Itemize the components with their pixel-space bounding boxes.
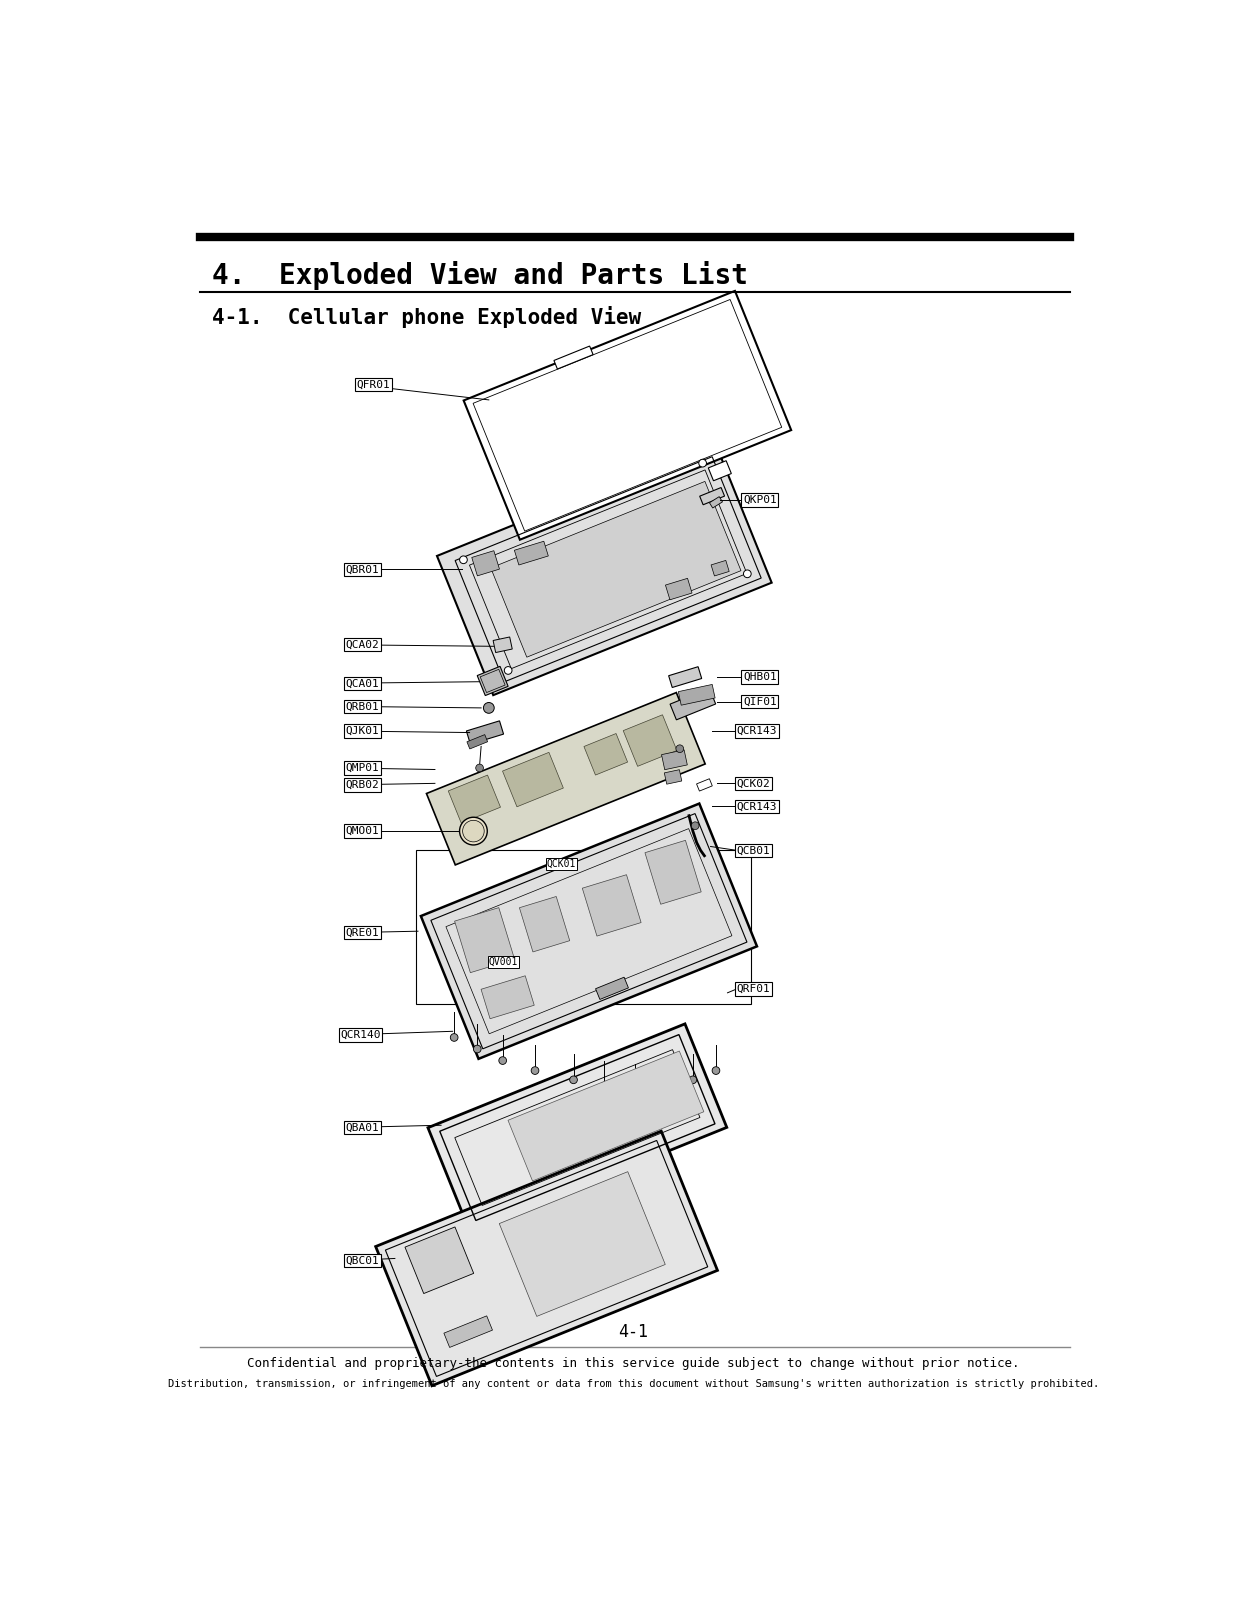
Text: QRB02: QRB02	[345, 779, 380, 790]
Circle shape	[662, 1082, 669, 1090]
Polygon shape	[466, 722, 503, 744]
Circle shape	[499, 1056, 506, 1064]
Polygon shape	[477, 666, 508, 696]
Circle shape	[570, 1075, 578, 1083]
Polygon shape	[500, 1171, 666, 1317]
Polygon shape	[520, 896, 570, 952]
Polygon shape	[376, 1131, 717, 1386]
Text: Confidential and proprietary-the contents in this service guide subject to chang: Confidential and proprietary-the content…	[247, 1357, 1019, 1371]
Text: QRB01: QRB01	[345, 701, 380, 712]
Polygon shape	[494, 637, 512, 653]
Text: 4-1.  Cellular phone Exploded View: 4-1. Cellular phone Exploded View	[212, 306, 641, 328]
Polygon shape	[464, 291, 792, 539]
Polygon shape	[444, 1315, 492, 1347]
Circle shape	[531, 1067, 539, 1075]
Circle shape	[450, 1034, 458, 1042]
Polygon shape	[696, 779, 713, 790]
Polygon shape	[427, 693, 705, 866]
Polygon shape	[471, 550, 500, 576]
Polygon shape	[666, 578, 691, 600]
Circle shape	[460, 818, 487, 845]
Circle shape	[463, 821, 484, 842]
Text: 4-1: 4-1	[618, 1323, 648, 1341]
Polygon shape	[700, 488, 725, 504]
Text: 4.  Exploded View and Parts List: 4. Exploded View and Parts List	[212, 261, 747, 290]
Text: QV001: QV001	[489, 957, 518, 966]
Text: QMO01: QMO01	[345, 826, 380, 837]
Text: QBR01: QBR01	[345, 565, 380, 574]
Text: QHB01: QHB01	[743, 672, 777, 682]
Circle shape	[691, 822, 699, 829]
Polygon shape	[502, 752, 563, 806]
Polygon shape	[481, 976, 534, 1019]
Circle shape	[689, 1075, 696, 1083]
Text: QCR140: QCR140	[340, 1030, 381, 1040]
Polygon shape	[491, 482, 741, 658]
Circle shape	[484, 702, 495, 714]
Polygon shape	[466, 734, 487, 749]
Polygon shape	[669, 667, 701, 688]
Polygon shape	[508, 1051, 704, 1181]
Text: QCK01: QCK01	[547, 859, 576, 869]
Text: QCA02: QCA02	[345, 640, 380, 650]
Polygon shape	[709, 461, 731, 480]
Text: QFR01: QFR01	[356, 379, 390, 389]
Polygon shape	[583, 875, 641, 936]
Polygon shape	[644, 840, 701, 904]
Polygon shape	[584, 733, 627, 774]
Polygon shape	[670, 688, 716, 720]
Text: QCK02: QCK02	[737, 778, 771, 789]
Text: QBA01: QBA01	[345, 1123, 380, 1133]
Polygon shape	[428, 1024, 727, 1232]
Text: QCA01: QCA01	[345, 678, 380, 688]
Circle shape	[743, 570, 751, 578]
Circle shape	[460, 555, 468, 563]
Circle shape	[505, 667, 512, 674]
Polygon shape	[515, 541, 548, 565]
Text: QRF01: QRF01	[737, 984, 771, 994]
Text: QKP01: QKP01	[743, 494, 777, 506]
Text: QIF01: QIF01	[743, 696, 777, 707]
Polygon shape	[710, 496, 722, 507]
Circle shape	[474, 1045, 481, 1053]
Text: QRE01: QRE01	[345, 928, 380, 938]
Circle shape	[631, 1085, 640, 1093]
Circle shape	[699, 459, 706, 467]
Polygon shape	[437, 443, 772, 694]
Polygon shape	[455, 907, 515, 973]
Circle shape	[713, 1067, 720, 1075]
Text: Distribution, transmission, or infringement of any content or data from this doc: Distribution, transmission, or infringem…	[168, 1379, 1100, 1389]
Circle shape	[675, 746, 684, 752]
Text: QCR143: QCR143	[737, 726, 777, 736]
Polygon shape	[711, 560, 729, 576]
Polygon shape	[678, 685, 715, 706]
Polygon shape	[662, 750, 688, 770]
Circle shape	[600, 1082, 609, 1090]
Text: QCR143: QCR143	[737, 802, 777, 811]
Polygon shape	[421, 803, 757, 1059]
Polygon shape	[448, 774, 501, 822]
Polygon shape	[623, 715, 677, 766]
Circle shape	[476, 765, 484, 771]
Text: QMP01: QMP01	[345, 763, 380, 773]
Text: QJK01: QJK01	[345, 726, 380, 736]
Polygon shape	[554, 346, 593, 370]
Polygon shape	[664, 770, 682, 784]
Polygon shape	[595, 978, 628, 1000]
Text: QBC01: QBC01	[345, 1256, 380, 1266]
Text: QCB01: QCB01	[737, 845, 771, 856]
Polygon shape	[404, 1227, 474, 1293]
